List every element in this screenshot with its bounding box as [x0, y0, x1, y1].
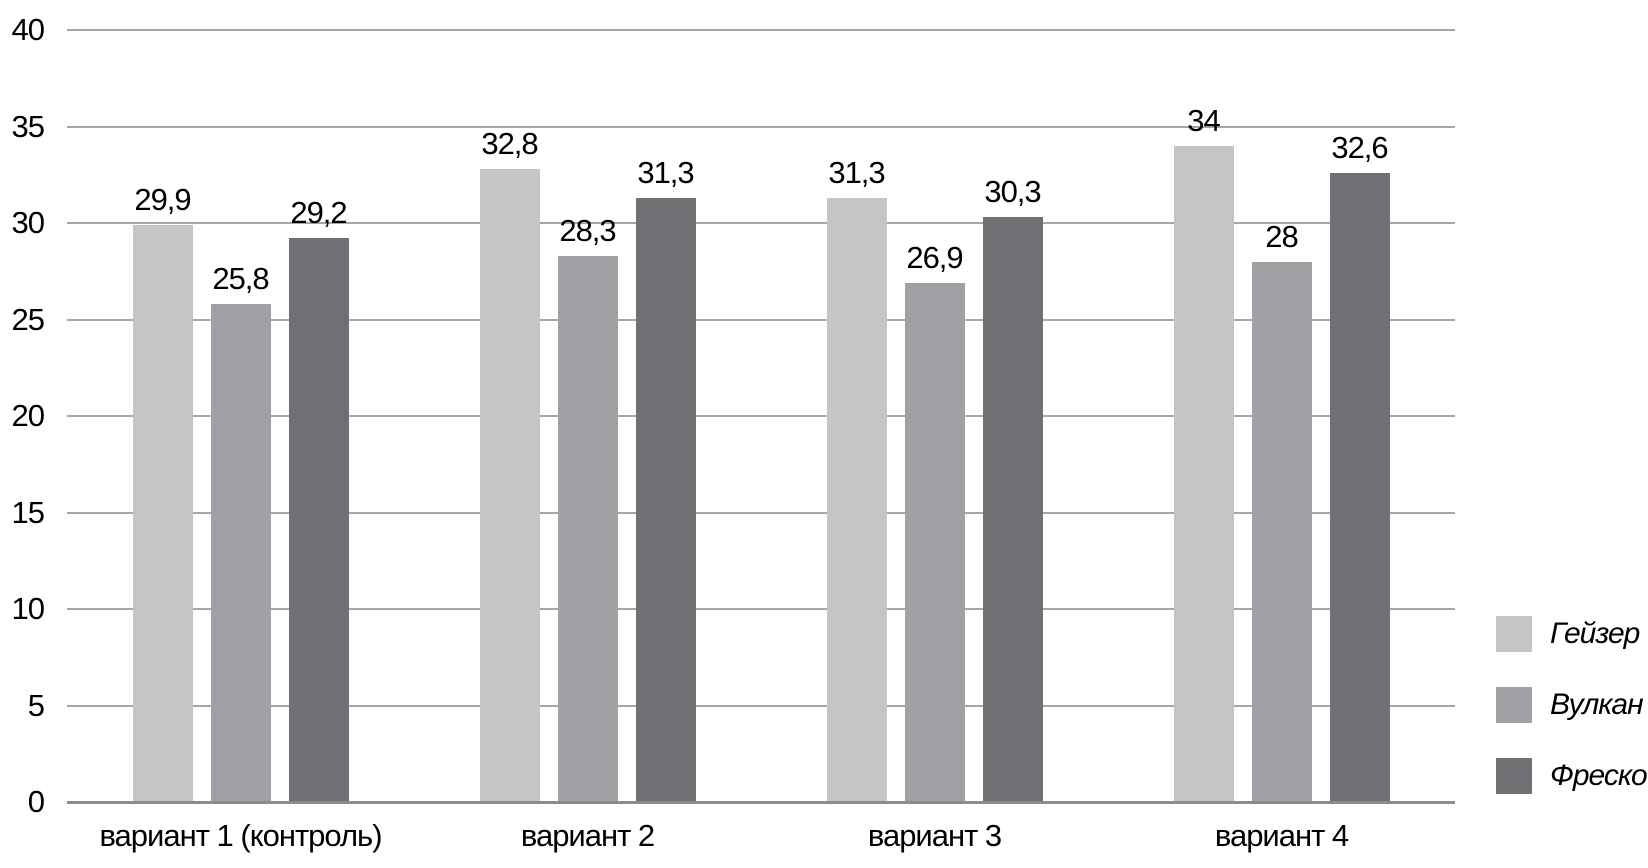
bar-group: 29,9 25,8 29,2: [67, 30, 414, 802]
y-tick-label: 30: [11, 205, 45, 240]
gridline: [67, 29, 1455, 31]
x-category-label: вариант 2: [520, 818, 655, 853]
x-category-label: вариант 1 (контроль): [99, 818, 382, 853]
y-tick-label: 35: [11, 108, 45, 144]
gridline: [67, 222, 1455, 224]
bar-value-label: 31,3: [637, 154, 694, 190]
bar-value-label: 30,3: [984, 174, 1041, 210]
bar-group: 32,8 28,3 31,3: [414, 30, 761, 802]
bar-value-label: 29,9: [134, 181, 191, 217]
legend-item: Вулкан: [1496, 687, 1647, 723]
bar-Гейзер: 34: [1173, 103, 1234, 802]
bar-group: 34 28 32,6: [1108, 30, 1455, 802]
bar-groups: 29,9 25,8 29,2 32,8 28,3 31,3 31,3 26,9 30,3 34 28…: [67, 30, 1455, 802]
bar-Гейзер: 31,3: [826, 155, 887, 802]
gridline: [67, 415, 1455, 417]
bar-Фреско: 31,3: [635, 155, 696, 802]
legend-swatch-icon: [1496, 616, 1532, 652]
bar-Вулкан: 28: [1251, 219, 1312, 802]
legend-label: Вулкан: [1550, 688, 1644, 721]
bar-Вулкан: 25,8: [210, 261, 271, 802]
y-tick-label: 15: [11, 494, 45, 530]
y-tick-label: 20: [11, 398, 45, 433]
bar-value-label: 28,3: [559, 212, 616, 248]
gridline: [67, 704, 1455, 707]
bar-group: 31,3 26,9 30,3: [761, 30, 1108, 802]
gridline: [67, 125, 1455, 128]
legend-label: Фреско: [1550, 759, 1648, 792]
bar-Фреско: 30,3: [982, 174, 1043, 802]
legend-item: Фреско: [1496, 758, 1648, 794]
y-tick-label: 25: [11, 301, 45, 337]
plot-area: 29,9 25,8 29,2 32,8 28,3 31,3 31,3 26,9 30,3 34 28…: [67, 29, 1455, 804]
bar-value-label: 32,6: [1331, 129, 1388, 165]
bar-value-label: 29,2: [290, 195, 347, 231]
y-tick-label: 5: [27, 687, 45, 723]
gridline: [67, 318, 1455, 321]
y-tick-label: 10: [11, 591, 45, 626]
legend-item: Гейзер: [1496, 616, 1647, 652]
y-tick-label: 40: [11, 12, 45, 47]
gridline: [67, 608, 1455, 610]
bar-value-label: 28: [1265, 218, 1298, 254]
bar-value-label: 32,8: [481, 125, 538, 161]
x-axis-line: [67, 801, 1455, 804]
bar-Вулкан: 28,3: [557, 213, 618, 802]
bar-value-label: 26,9: [906, 239, 963, 275]
y-tick-label: 0: [27, 784, 45, 819]
bar-Фреско: 32,6: [1329, 130, 1390, 802]
bar-value-label: 34: [1187, 102, 1220, 138]
x-category-label: вариант 4: [1214, 818, 1349, 853]
legend-swatch-icon: [1496, 758, 1532, 794]
bar-Гейзер: 29,9: [132, 182, 193, 802]
legend-swatch-icon: [1496, 687, 1532, 723]
legend: Гейзер Вулкан Фреско: [1496, 616, 1648, 829]
bar-Гейзер: 32,8: [479, 126, 540, 802]
bar-Вулкан: 26,9: [904, 240, 965, 802]
bar-value-label: 25,8: [212, 261, 269, 297]
legend-label: Гейзер: [1550, 617, 1640, 650]
x-category-label: вариант 3: [867, 818, 1002, 853]
bar-Фреско: 29,2: [288, 195, 349, 802]
gridline: [67, 511, 1455, 514]
bar-value-label: 31,3: [828, 154, 885, 190]
